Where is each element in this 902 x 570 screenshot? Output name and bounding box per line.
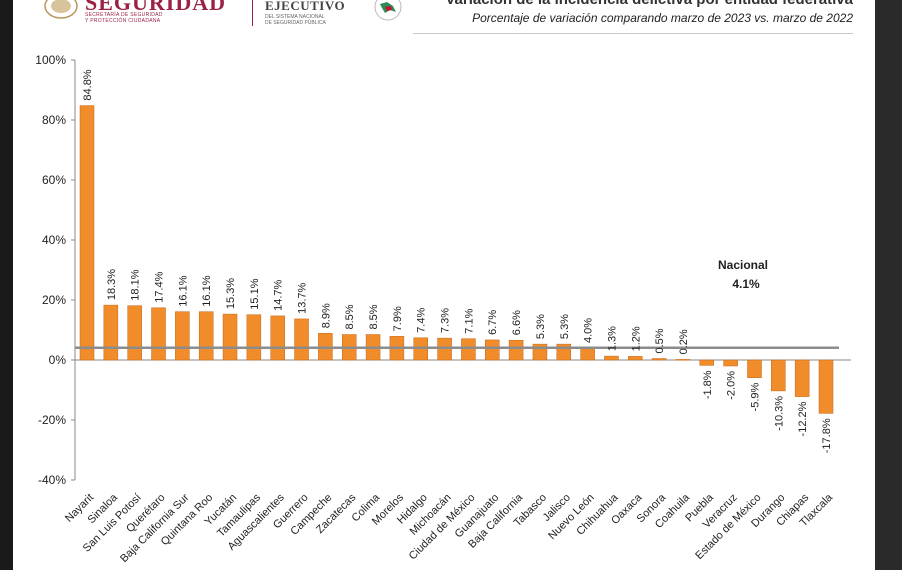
- chart-subtitle: Porcentaje de variación comparando marzo…: [472, 11, 853, 25]
- bar: [103, 304, 119, 361]
- data-label: 84.8%: [82, 69, 94, 100]
- data-label: 0.5%: [654, 328, 666, 353]
- data-label: 7.3%: [440, 308, 452, 333]
- y-tick-label: 100%: [35, 53, 66, 67]
- data-label: 1.2%: [630, 326, 642, 351]
- data-label: 17.4%: [154, 271, 166, 302]
- national-reference-value: 4.1%: [732, 277, 760, 291]
- data-label: -17.8%: [821, 418, 833, 453]
- data-label: 7.4%: [416, 308, 428, 333]
- value-labels: 84.8% 18.3% 18.1% 17.4% 16.1% 16.1% 15.3% 15.1%…: [82, 69, 833, 453]
- data-label: 7.9%: [392, 306, 404, 331]
- bar: [794, 359, 810, 397]
- bar: [437, 337, 452, 361]
- data-label: 5.3%: [535, 314, 547, 339]
- secretaria-logo-title: SEGURIDAD: [85, 0, 227, 15]
- data-label: 8.9%: [320, 303, 332, 328]
- data-label: 16.1%: [201, 275, 213, 306]
- data-label: 16.1%: [177, 275, 189, 306]
- data-label: 15.1%: [249, 278, 261, 309]
- bar: [818, 359, 834, 414]
- data-label: 4.0%: [583, 318, 595, 343]
- data-label: 8.5%: [368, 304, 380, 329]
- secretariado-logo-title: EJECUTIVO: [265, 0, 346, 13]
- data-label: 18.1%: [130, 269, 142, 300]
- bar: [580, 347, 595, 361]
- bar: [222, 313, 238, 361]
- bar: [79, 105, 95, 361]
- data-label: 8.5%: [344, 304, 356, 329]
- data-label: -5.9%: [749, 382, 761, 411]
- national-reference: Nacional 4.1%: [75, 258, 839, 349]
- data-label: 15.3%: [225, 278, 237, 309]
- y-tick-label: 0%: [49, 353, 67, 367]
- bar: [604, 355, 619, 361]
- chart-title: Variación de la incidencia delictiva por…: [413, 0, 853, 8]
- data-label: -10.3%: [773, 396, 785, 431]
- bar: [628, 356, 643, 361]
- bar: [294, 318, 309, 361]
- bar: [508, 339, 524, 361]
- data-label: -12.2%: [797, 401, 809, 436]
- data-label: 6.6%: [511, 310, 523, 335]
- bar: [699, 359, 715, 366]
- y-tick-label: -40%: [38, 473, 66, 487]
- bar: [246, 314, 262, 361]
- data-label: 14.7%: [273, 279, 285, 310]
- data-label: -2.0%: [726, 371, 738, 400]
- bar-chart: 100%80%60%40%20%0%-20%-40% Nacional4.1% …: [35, 53, 851, 565]
- data-label: 0.2%: [678, 329, 690, 354]
- window-left-border: [0, 0, 13, 570]
- data-label: 6.7%: [487, 310, 499, 335]
- y-tick-label: -20%: [38, 413, 66, 427]
- y-tick-label: 60%: [42, 173, 66, 187]
- secretaria-logo-subtitle: SECRETARÍA DE SEGURIDAD Y PROTECCIÓN CIU…: [85, 12, 163, 24]
- bar: [651, 358, 667, 361]
- data-label: 7.1%: [463, 308, 475, 333]
- title-rule: [413, 33, 853, 34]
- secretariado-logo-subtitle: DEL SISTEMA NACIONAL DE SEGURIDAD PÚBLIC…: [265, 14, 326, 26]
- y-tick-label: 20%: [42, 293, 66, 307]
- bar: [270, 315, 285, 361]
- slide: SEGURIDAD SECRETARÍA DE SEGURIDAD Y PROT…: [13, 0, 875, 570]
- bar: [175, 311, 190, 361]
- national-reference-label: Nacional: [718, 258, 768, 272]
- bars: [79, 105, 834, 414]
- data-label: 18.3%: [106, 269, 118, 300]
- bar: [771, 359, 786, 392]
- bar: [151, 307, 166, 361]
- data-label: 13.7%: [297, 282, 309, 313]
- window-right-border: [875, 0, 902, 570]
- bar: [127, 305, 142, 361]
- logo-divider: [252, 0, 253, 26]
- bar: [675, 359, 691, 361]
- bar: [485, 339, 500, 361]
- data-label: 5.3%: [559, 314, 571, 339]
- data-label: 1.3%: [606, 326, 618, 351]
- mexico-map-logo-icon: [374, 0, 402, 21]
- data-label: -1.8%: [702, 370, 714, 399]
- bar: [723, 359, 738, 367]
- national-emblem-icon: [44, 0, 78, 19]
- bar: [198, 311, 214, 361]
- y-tick-label: 40%: [42, 233, 66, 247]
- y-tick-label: 80%: [42, 113, 66, 127]
- bar: [461, 338, 476, 361]
- bar: [747, 359, 762, 378]
